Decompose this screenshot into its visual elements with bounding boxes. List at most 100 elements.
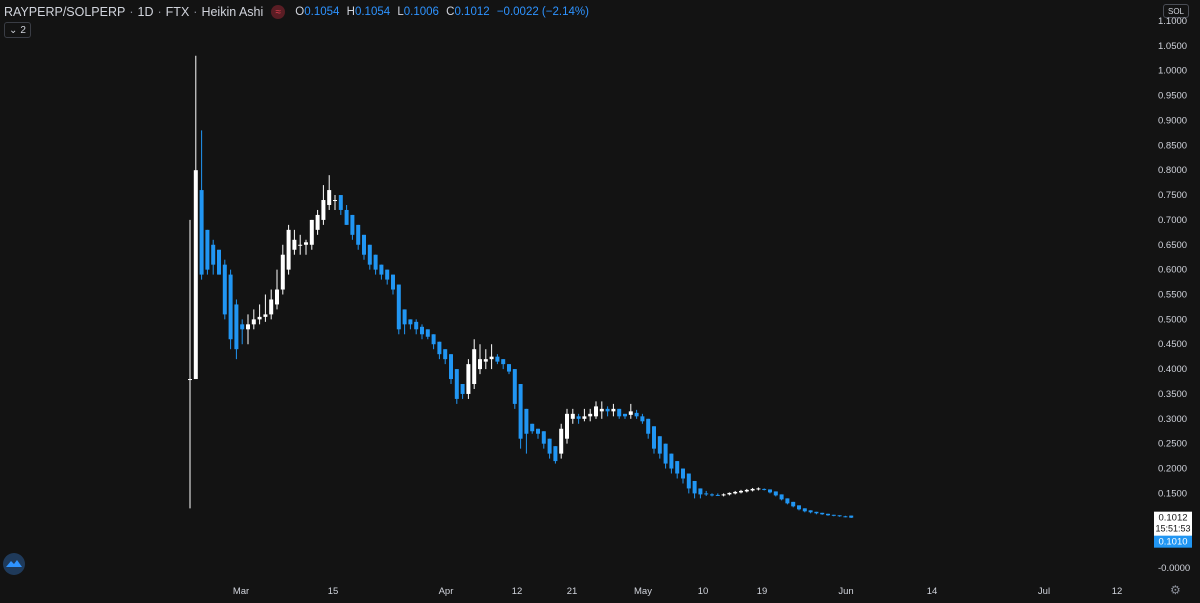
gear-icon[interactable]: ⚙ [1170, 583, 1181, 597]
time-tick-label: 19 [757, 586, 768, 597]
candle [779, 494, 784, 501]
candle-body [286, 229, 291, 270]
candle [420, 324, 424, 340]
candle [617, 408, 622, 419]
candle [605, 406, 610, 417]
candle-body [831, 514, 836, 516]
time-tick-label: Jun [838, 586, 853, 597]
candle-body [797, 505, 801, 510]
exchange-label: FTX [165, 5, 190, 19]
candle-body [327, 190, 332, 205]
price-tick-label: 0.2500 [1158, 439, 1187, 450]
time-tick-label: May [634, 586, 652, 597]
candle-body [820, 512, 825, 515]
candle [710, 493, 714, 497]
candle-body [570, 413, 575, 419]
candle-body [304, 242, 308, 245]
currency-button[interactable]: SOL [1163, 4, 1189, 18]
candle [385, 269, 390, 285]
candle-body [681, 468, 685, 479]
time-tick-label: 15 [328, 586, 339, 597]
candle [437, 341, 442, 360]
candle-body [669, 453, 674, 469]
candle-body [710, 494, 714, 496]
indicators-toggle-button[interactable]: ⌄ 2 [4, 22, 31, 38]
price-tick-label: 0.8000 [1158, 165, 1187, 176]
candle [797, 505, 801, 511]
candle [762, 488, 767, 491]
candle [443, 349, 448, 365]
candle-body [652, 426, 656, 449]
candle-body [408, 319, 413, 325]
close-label: C [446, 6, 455, 18]
price-tick-label: 1.0500 [1158, 41, 1187, 52]
candle [831, 514, 836, 517]
time-tick-label: 14 [927, 586, 938, 597]
price-tick-label: 0.3000 [1158, 414, 1187, 425]
candle [623, 413, 627, 419]
candle [675, 461, 680, 479]
candle [802, 508, 807, 513]
time-tick-label: 12 [1112, 586, 1123, 597]
candle-body [309, 219, 314, 245]
candle [460, 384, 465, 399]
candle-body [495, 356, 500, 362]
candle [512, 369, 517, 409]
candle-body [518, 384, 523, 439]
candle-body [507, 364, 511, 372]
separator-dot: · [193, 5, 198, 19]
interval-label[interactable]: 1D [137, 5, 154, 19]
candle-body [594, 406, 598, 417]
candle-body [715, 494, 720, 496]
price-tick-label: 0.3500 [1158, 389, 1187, 400]
candle-body [634, 412, 639, 417]
market-status-icon[interactable]: ≈ [271, 5, 286, 19]
candle [826, 513, 830, 516]
time-tick-label: 12 [512, 586, 523, 597]
chart-style-label[interactable]: Heikin Ashi [201, 5, 264, 19]
candle-body [478, 359, 482, 370]
tradingview-logo-icon[interactable] [3, 553, 25, 575]
candle [750, 487, 755, 492]
candle [559, 423, 564, 459]
candle-body [686, 473, 691, 489]
candle-body [280, 254, 285, 290]
candle [489, 344, 494, 370]
candle-body [588, 413, 593, 417]
candle-body [391, 274, 395, 290]
candle-body [675, 461, 680, 474]
candle [478, 344, 482, 375]
candle-body [663, 443, 668, 464]
bid-price-box [1154, 535, 1192, 548]
candle [727, 492, 732, 496]
symbol-name[interactable]: RAYPERP/SOLPERP [4, 5, 126, 19]
high-value: 0.1054 [354, 6, 391, 18]
candle [611, 403, 616, 417]
candle [588, 408, 593, 422]
candle-body [211, 244, 216, 265]
candle-body [576, 416, 581, 419]
separator-dot: · [129, 5, 134, 19]
candle-body [559, 428, 564, 454]
candle [501, 359, 506, 370]
candle [408, 319, 413, 330]
candle [553, 446, 558, 464]
candle-body [437, 341, 442, 355]
candle-body [472, 349, 477, 385]
candle [773, 491, 778, 497]
price-tick-label: 1.0000 [1158, 66, 1187, 77]
candle [466, 359, 471, 399]
candle [402, 309, 407, 335]
price-tick-label: 0.7000 [1158, 215, 1187, 226]
candle [298, 234, 303, 255]
candle [472, 339, 477, 389]
candle [756, 487, 761, 491]
candle [524, 408, 529, 454]
price-axis: 1.1000 1.0500 1.0000 0.9500 0.9000 0.8500 0.80… [1158, 16, 1190, 574]
price-tick-label: 0.5500 [1158, 290, 1187, 301]
candle-body [692, 480, 697, 494]
candle-body [373, 254, 378, 270]
candle [692, 480, 697, 499]
candle-body [791, 501, 796, 507]
